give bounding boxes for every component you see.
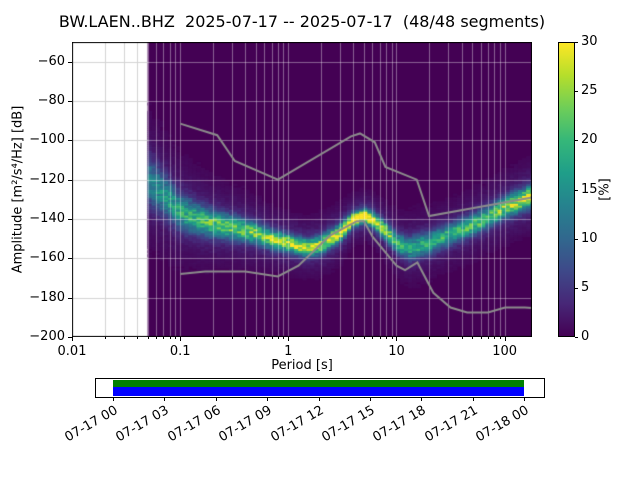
x-tick-label: 10 [388, 344, 405, 359]
colorbar-tick-mark [575, 189, 578, 191]
colorbar-label: [%] [597, 178, 613, 201]
colorbar-tick-label: 20 [581, 132, 598, 148]
colorbar-tick-label: 25 [581, 83, 598, 99]
x-minor-tick-mark [104, 337, 106, 339]
y-tick-mark [68, 61, 72, 63]
x-minor-tick-mark [429, 337, 431, 339]
x-minor-tick-mark [480, 337, 482, 339]
y-tick-mark [68, 140, 72, 142]
x-minor-tick-mark [277, 337, 279, 339]
x-minor-tick-mark [386, 337, 387, 339]
x-minor-tick-mark [147, 337, 149, 339]
colorbar-tick-mark [575, 238, 578, 240]
timeline-coverage-used-bar [113, 380, 524, 387]
x-minor-tick-mark [363, 337, 365, 339]
y-tick-label: −100 [29, 132, 65, 148]
x-minor-tick-mark [379, 337, 381, 339]
y-tick-label: −80 [37, 93, 65, 108]
x-minor-tick-mark [123, 337, 125, 339]
x-minor-tick-mark [487, 337, 489, 339]
x-minor-tick-mark [231, 337, 233, 339]
x-minor-tick-mark [169, 337, 171, 339]
x-minor-tick-mark [499, 337, 501, 339]
y-tick-label: −60 [37, 53, 65, 69]
x-minor-tick-mark [271, 337, 273, 339]
x-tick-mark [288, 337, 290, 341]
colorbar-tick-label: 0 [581, 329, 590, 344]
x-minor-tick-mark [156, 337, 158, 339]
timeline-tick-mark [164, 398, 166, 401]
x-minor-tick-mark [264, 337, 266, 339]
y-tick-mark [68, 258, 72, 260]
y-tick-mark [68, 219, 72, 220]
colorbar-tick-label: 10 [581, 230, 598, 246]
timeline-tick-mark [472, 398, 474, 401]
y-tick-mark [68, 337, 72, 338]
x-tick-mark [396, 337, 398, 341]
x-tick-mark [180, 337, 182, 341]
colorbar-tick-mark [575, 42, 578, 43]
y-tick-mark [68, 101, 72, 102]
ppsd-histogram-canvas [72, 42, 532, 337]
timeline-tick-mark [369, 398, 371, 401]
y-tick-label: −180 [29, 289, 65, 305]
x-tick-mark [72, 337, 73, 341]
timeline-tick-mark [113, 398, 114, 401]
x-minor-tick-mark [283, 337, 285, 339]
x-minor-tick-mark [175, 337, 177, 339]
x-minor-tick-mark [320, 337, 322, 339]
timeline-tick-mark [267, 398, 269, 401]
x-minor-tick-mark [448, 337, 450, 339]
colorbar-tick-label: 30 [581, 34, 598, 49]
timeline-coverage-data-bar [113, 387, 524, 396]
plot-title: BW.LAEN..BHZ 2025-07-17 -- 2025-07-17 (4… [58, 12, 546, 31]
colorbar [558, 42, 575, 337]
x-tick-label: 0.01 [57, 344, 87, 359]
timeline-tick-mark [421, 398, 423, 401]
x-minor-tick-mark [461, 337, 463, 339]
timeline-tick-mark [215, 398, 217, 401]
x-tick-label: 0.1 [169, 344, 191, 359]
x-tick-label: 1 [284, 344, 293, 359]
colorbar-tick-mark [575, 91, 578, 93]
y-tick-label: −120 [29, 171, 65, 187]
x-minor-tick-mark [212, 337, 214, 339]
x-minor-tick-mark [339, 337, 341, 339]
y-tick-label: −160 [29, 250, 65, 266]
y-tick-mark [68, 297, 72, 299]
colorbar-tick-label: 15 [581, 181, 598, 197]
timeline-tick-mark [318, 398, 320, 401]
x-minor-tick-mark [137, 337, 139, 339]
x-tick-label: 100 [492, 344, 518, 359]
x-minor-tick-mark [494, 337, 496, 339]
colorbar-tick-mark [575, 287, 578, 289]
y-tick-mark [68, 179, 72, 181]
x-minor-tick-mark [372, 337, 374, 339]
colorbar-tick-mark [575, 140, 578, 142]
y-tick-label: −200 [29, 329, 65, 344]
x-tick-mark [504, 337, 506, 341]
x-minor-tick-mark [163, 337, 165, 339]
colorbar-tick-mark [575, 337, 578, 338]
x-axis-label: Period [s] [271, 358, 333, 373]
timeline-tick-mark [524, 398, 525, 401]
x-minor-tick-mark [472, 337, 474, 339]
x-minor-tick-mark [353, 337, 355, 339]
y-tick-label: −140 [29, 211, 65, 226]
x-minor-tick-mark [255, 337, 257, 339]
colorbar-tick-label: 5 [581, 279, 590, 295]
x-minor-tick-mark [391, 337, 393, 339]
x-minor-tick-mark [245, 337, 247, 339]
